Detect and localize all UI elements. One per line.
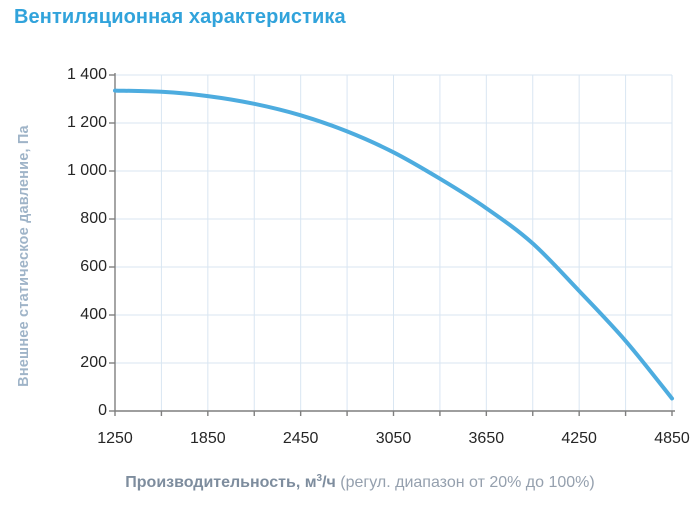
y-tick-label: 800 (80, 210, 107, 227)
gridlines (115, 74, 673, 411)
x-axis-title-unit: /ч (322, 474, 336, 491)
y-tick-label: 1 400 (66, 66, 107, 83)
y-tick-label: 600 (80, 258, 107, 275)
y-tick-label: 400 (80, 306, 107, 323)
y-tick-label: 200 (80, 354, 107, 371)
x-tick-label: 1850 (190, 430, 226, 447)
chart-title: Вентиляционная характеристика (14, 6, 346, 28)
y-tick-label: 1 200 (66, 114, 107, 131)
x-tick-label: 2450 (282, 430, 319, 447)
x-tick-label: 1250 (97, 430, 133, 447)
axes (109, 73, 675, 416)
x-tick-label: 4250 (561, 430, 597, 447)
x-axis-title-note: (регул. диапазон от 20% до 100%) (335, 474, 595, 491)
x-axis-title-superscript: 3 (316, 473, 323, 484)
y-tick-label: 1 000 (66, 162, 107, 179)
x-tick-label: 4850 (654, 430, 690, 447)
y-axis-title: Внешнее статическое давление, Па (16, 125, 32, 387)
x-axis-title-main: Производительность, м (125, 474, 317, 491)
x-tick-label: 3050 (375, 430, 412, 447)
x-tick-label: 3650 (468, 430, 505, 447)
y-tick-label: 0 (98, 402, 107, 419)
x-axis-title: Производительность, м3/ч (регул. диапазо… (20, 473, 700, 495)
fan-curve-line (113, 88, 674, 401)
